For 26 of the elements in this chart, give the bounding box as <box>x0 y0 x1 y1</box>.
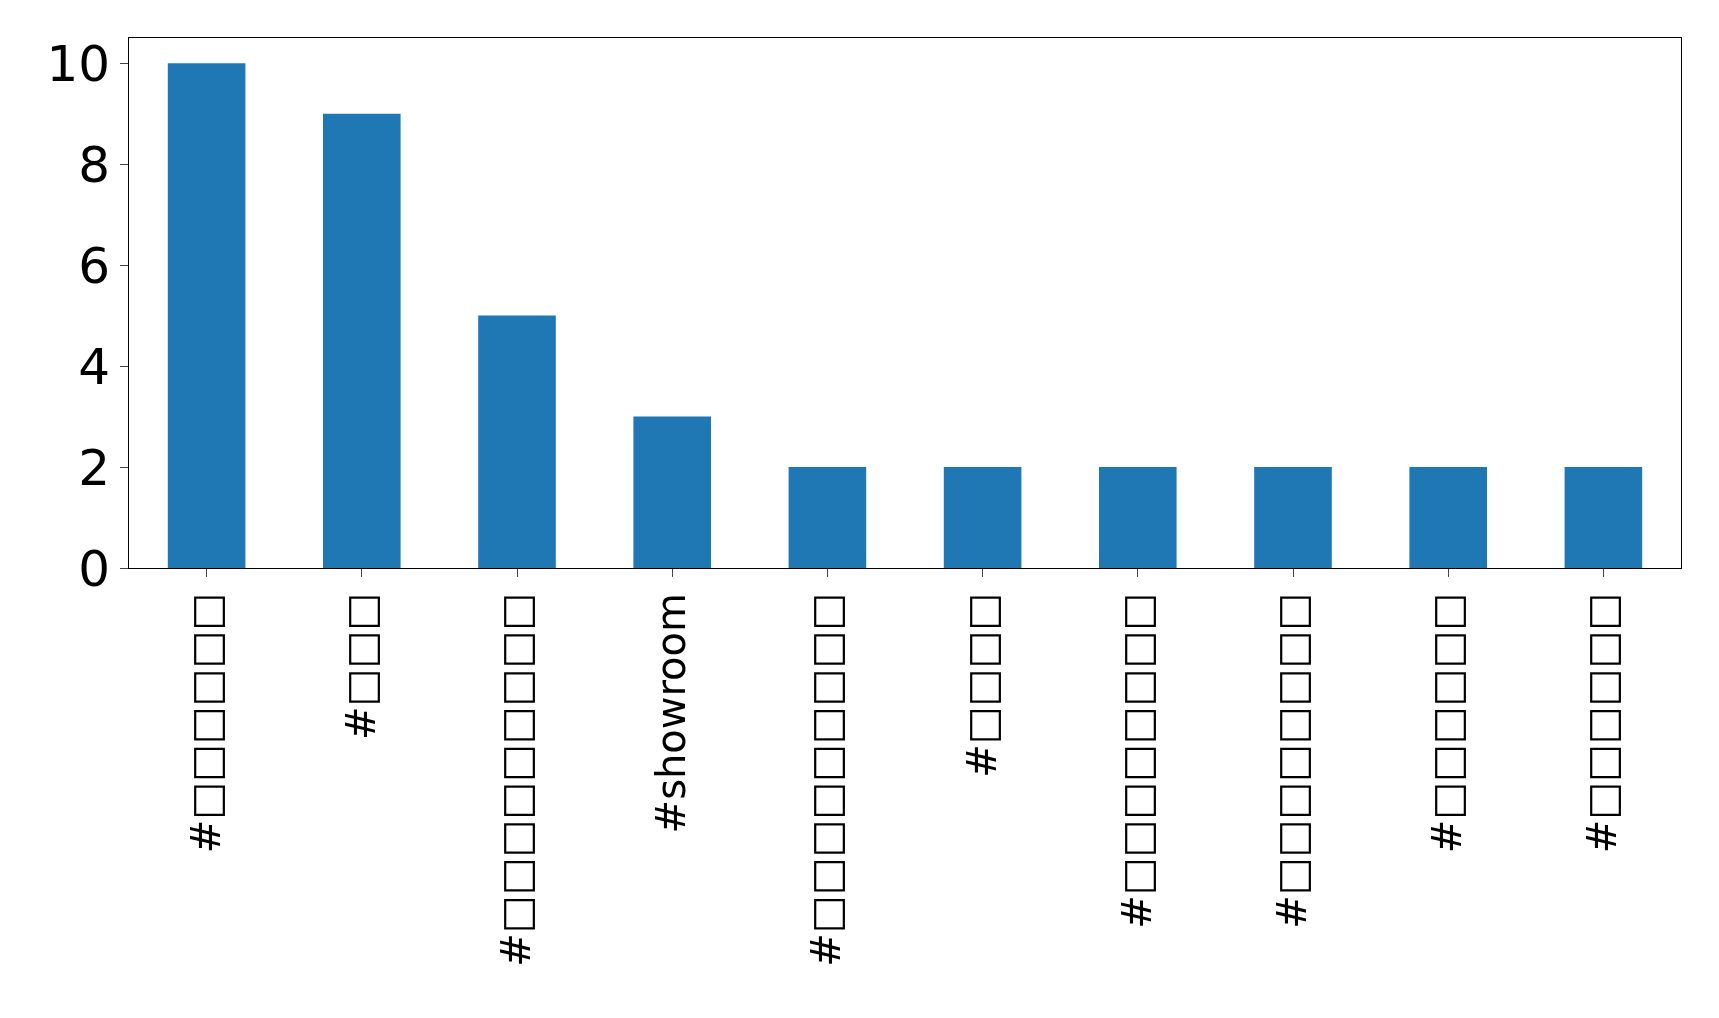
x-tick-label: #□□□□□□□□□ <box>803 593 850 967</box>
bar <box>1254 467 1332 568</box>
bar <box>1564 467 1643 568</box>
y-tick-label: 2 <box>78 438 110 497</box>
y-tick-label: 8 <box>78 135 110 194</box>
x-tick-label: #□□□□□□□□ <box>1269 593 1315 929</box>
bar <box>1409 467 1487 568</box>
x-tick-label: #□□□□□□□□ <box>1113 593 1160 929</box>
x-tick-label: #□□□□ <box>958 593 1005 778</box>
bar <box>943 467 1022 568</box>
bar <box>478 315 556 568</box>
bar <box>323 113 401 568</box>
x-tick-label: #□□□□□□ <box>182 593 229 854</box>
x-tick-label: #showroom <box>648 593 695 834</box>
y-tick-label: 0 <box>78 539 110 598</box>
bar <box>1099 467 1177 568</box>
bar <box>167 63 246 568</box>
x-tick-label: #□□□ <box>337 593 384 740</box>
x-tick-label: #□□□□□□ <box>1579 593 1626 854</box>
x-tick-label: #□□□□□□ <box>1424 593 1471 854</box>
y-tick-label: 6 <box>78 236 110 295</box>
bar <box>633 416 711 568</box>
y-tick-label: 4 <box>78 337 110 396</box>
bar <box>788 467 867 568</box>
y-tick-label: 10 <box>46 34 110 93</box>
x-tick-label: #□□□□□□□□□ <box>493 593 539 967</box>
